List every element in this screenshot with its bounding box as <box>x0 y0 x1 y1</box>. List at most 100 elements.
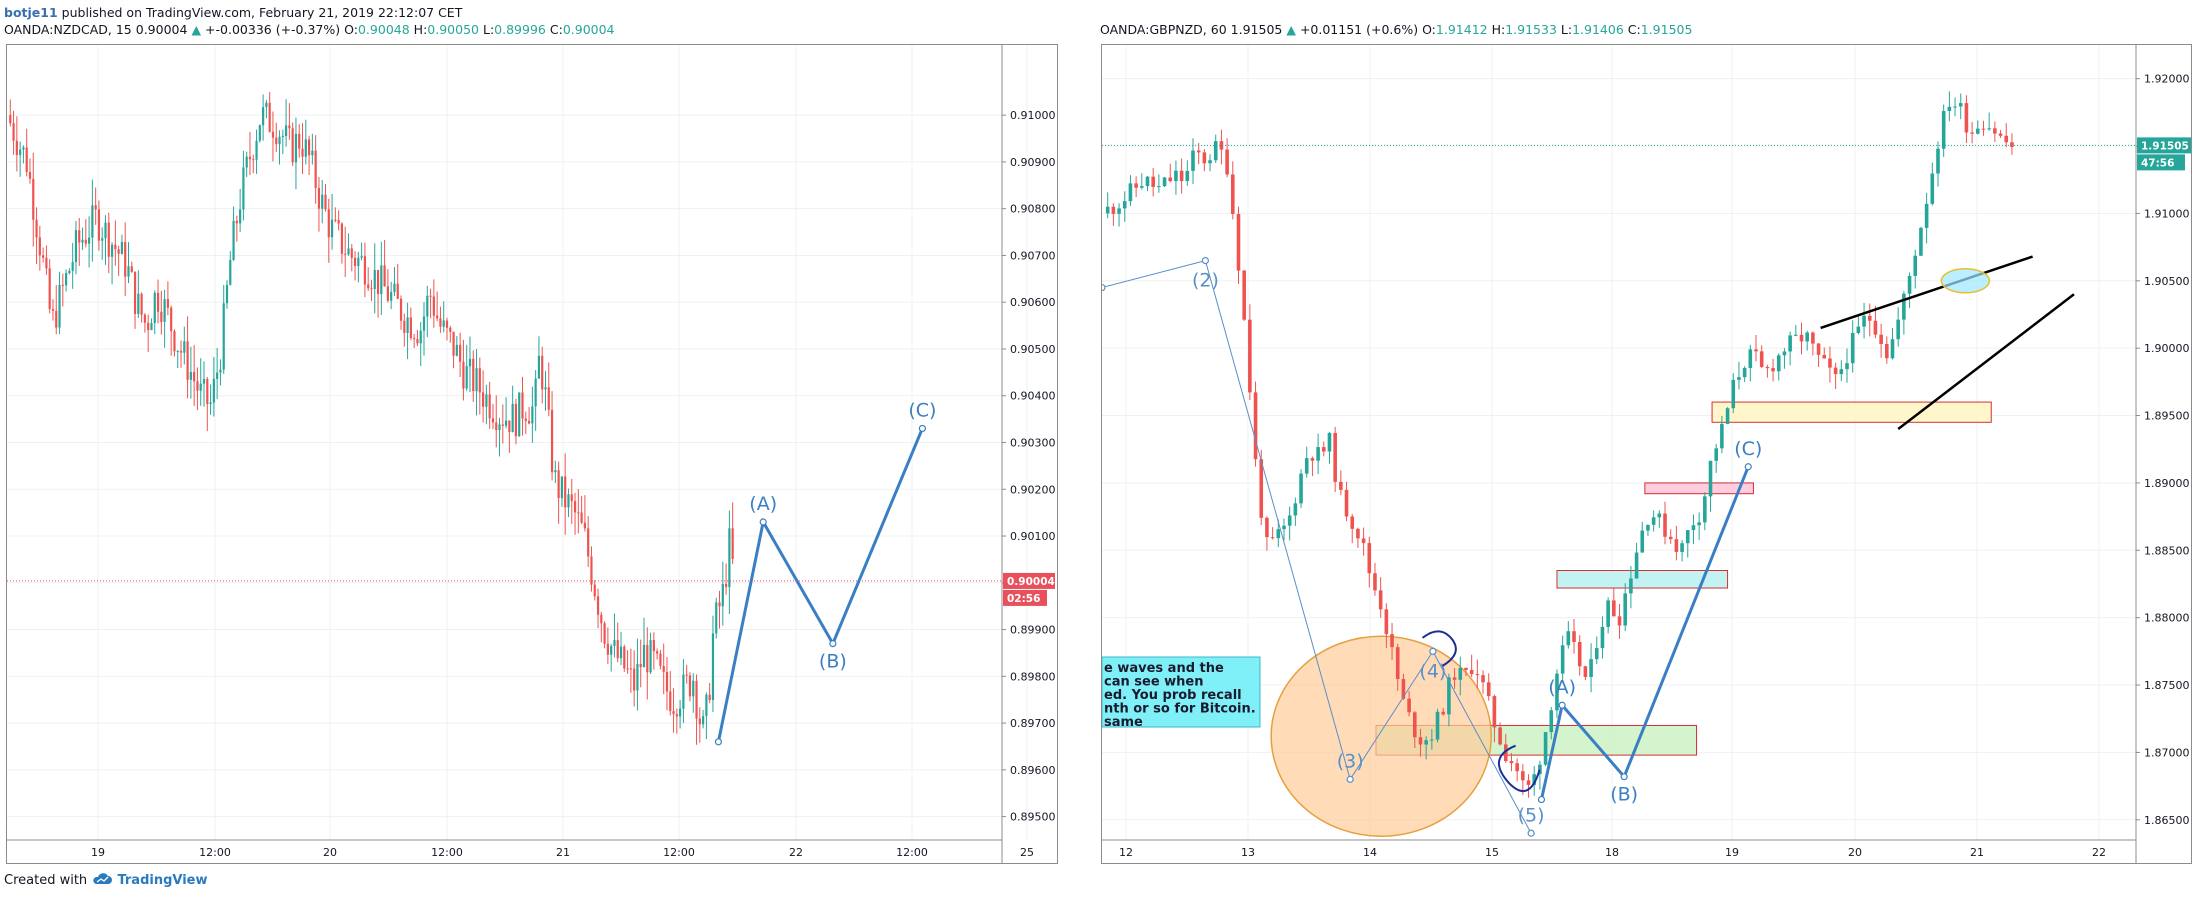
candle-up <box>222 303 225 370</box>
price-tick-label: 1.92000 <box>2144 73 2190 86</box>
price-tick-label: 1.86500 <box>2144 814 2190 827</box>
candle-down <box>12 123 15 141</box>
candle-up <box>1589 659 1593 678</box>
created-with-label: Created with <box>4 873 88 888</box>
candle-up <box>692 680 695 697</box>
candle-up <box>390 292 393 301</box>
candle-down <box>55 310 58 328</box>
candle-up <box>65 273 68 286</box>
candle-up <box>150 323 153 331</box>
right-open-label: O: <box>1422 22 1436 37</box>
left-open: 0.90048 <box>357 22 410 37</box>
candle-down <box>652 640 655 652</box>
candle-down <box>445 320 449 328</box>
time-tick-label: 22 <box>789 846 803 859</box>
candle-up <box>330 219 334 238</box>
candle-up <box>1907 275 1912 294</box>
candle-down <box>1526 780 1531 785</box>
trendline-upper <box>1820 255 2033 330</box>
candle-up <box>711 633 715 701</box>
left-chart-panel[interactable]: 0.91000 0.90900 0.90800 0.90700 0.90600 0.905… <box>6 44 1058 864</box>
candle-down <box>564 476 567 508</box>
right-symbol-legend: OANDA:GBPNZD, 60 1.91505 ▲ +0.01151 (+0.… <box>1100 22 1692 37</box>
candle-up <box>1140 186 1144 188</box>
candle-up <box>1600 626 1605 649</box>
candle-down <box>133 271 137 314</box>
candle-up <box>455 344 458 356</box>
candle-down <box>1521 771 1525 781</box>
candle-down <box>1253 392 1258 460</box>
candle-up <box>1805 332 1809 342</box>
left-symbol[interactable]: OANDA:NZDCAD, 15 <box>4 22 132 37</box>
candle-down <box>583 522 586 529</box>
candle-down <box>193 371 196 382</box>
right-chart-panel[interactable]: 1.920001.915001.910001.905001.900001.895… <box>1098 44 2193 864</box>
hand-drawn-curve <box>1498 744 1541 793</box>
tradingview-brand-link[interactable]: TradingView <box>117 873 208 888</box>
candle-down <box>1390 634 1394 648</box>
candle-down <box>1612 600 1616 617</box>
candle-down <box>1350 516 1355 529</box>
price-tick-label: 0.90900 <box>1010 156 1056 169</box>
candle-down <box>156 292 160 312</box>
right-symbol[interactable]: OANDA:GBPNZD, 60 <box>1100 22 1227 37</box>
trendline-lower <box>1897 293 2075 431</box>
candle-up <box>216 372 219 379</box>
time-tick-label: 19 <box>1725 846 1739 859</box>
candle-down <box>1509 760 1514 764</box>
candle-down <box>376 269 380 295</box>
candle-down <box>166 299 169 308</box>
candle-down <box>1441 711 1446 715</box>
price-tick-label: 1.89000 <box>2144 477 2190 490</box>
author-link[interactable]: botje11 <box>4 5 58 20</box>
candle-up <box>422 316 426 331</box>
candle-up <box>183 341 186 353</box>
candle-down <box>1617 616 1622 626</box>
candle-down <box>61 284 64 286</box>
candle-down <box>28 171 32 179</box>
candle-up <box>1162 177 1167 187</box>
candle-down <box>1361 538 1366 544</box>
candle-up <box>137 293 140 314</box>
candle-down <box>541 355 544 390</box>
wave-node <box>918 424 927 433</box>
candle-down <box>590 556 593 585</box>
wave-label: (B) <box>819 651 847 673</box>
candle-down <box>1486 682 1491 697</box>
candle-up <box>258 125 261 141</box>
chart-header: botje11 published on TradingView.com, Fe… <box>0 0 2194 40</box>
candle-down <box>1668 536 1673 540</box>
grid <box>7 45 1028 840</box>
candle-down <box>665 671 669 692</box>
right-close: 1.91505 <box>1640 22 1693 37</box>
candle-up <box>1105 206 1110 214</box>
wave-node <box>1537 795 1546 804</box>
time-tick-label: 25 <box>1020 846 1034 859</box>
candle-down <box>1219 141 1224 150</box>
last-price-tag <box>1003 572 1055 589</box>
candle-up <box>560 476 564 499</box>
candle-up <box>728 528 731 588</box>
candle-down <box>1344 489 1349 517</box>
candle-up <box>1276 529 1281 539</box>
candle-up <box>1430 739 1434 741</box>
candle-down <box>573 501 577 513</box>
candle-up <box>120 242 124 254</box>
nzdcad-chart[interactable]: 0.91000 0.90900 0.90800 0.90700 0.90600 0.905… <box>7 45 1057 863</box>
candle-down <box>107 222 110 257</box>
candle-up <box>199 383 202 391</box>
candle-up <box>1788 335 1792 352</box>
candle-down <box>1765 366 1770 369</box>
candle-down <box>1179 170 1184 182</box>
gbpnzd-chart[interactable]: 1.920001.915001.910001.905001.900001.895… <box>1098 45 2193 863</box>
price-tick-label: 0.90300 <box>1010 437 1056 450</box>
candle-up <box>1566 631 1571 646</box>
candle-down <box>675 714 678 717</box>
candle-up <box>373 269 376 290</box>
candle-up <box>1640 530 1645 553</box>
candle-up <box>721 583 724 607</box>
candle-up <box>1623 593 1628 626</box>
candle-down <box>399 298 403 321</box>
wave-node <box>1558 701 1566 709</box>
